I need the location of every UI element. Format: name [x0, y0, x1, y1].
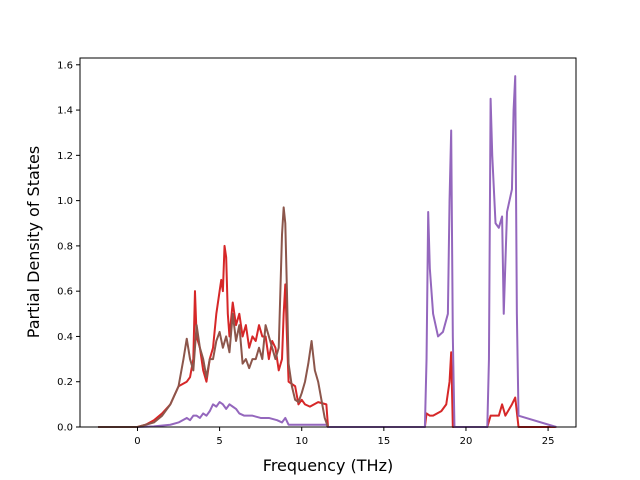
plot-frame — [79, 57, 577, 428]
y-tick-label: 1.0 — [57, 196, 73, 207]
x-tick-label: 10 — [295, 436, 308, 447]
x-tick-label: 15 — [377, 436, 390, 447]
x-axis-ticks: 0 5 10 15 20 25 — [134, 427, 554, 447]
series-line-3 — [98, 206, 329, 428]
x-tick-label: 20 — [460, 436, 473, 447]
x-tick-label: 25 — [542, 436, 555, 447]
y-tick-label: 0.2 — [57, 377, 73, 388]
x-axis-label: Frequency (THz) — [263, 456, 393, 475]
y-tick-label: 0.0 — [57, 423, 73, 434]
y-tick-label: 0.6 — [57, 287, 73, 298]
x-tick-label: 5 — [216, 436, 222, 447]
y-tick-label: 0.8 — [57, 241, 73, 252]
series-layer — [98, 75, 557, 428]
x-tick-label: 0 — [134, 436, 140, 447]
y-tick-label: 1.4 — [57, 106, 73, 117]
y-tick-label: 0.4 — [57, 332, 73, 343]
y-tick-label: 1.2 — [57, 151, 73, 162]
series-line-2 — [98, 75, 557, 428]
y-axis-label: Partial Density of States — [24, 146, 43, 338]
y-axis-ticks: 0.0 0.2 0.4 0.6 0.8 1.0 1.2 1.4 1.6 — [57, 60, 80, 434]
y-tick-label: 1.6 — [57, 60, 73, 71]
